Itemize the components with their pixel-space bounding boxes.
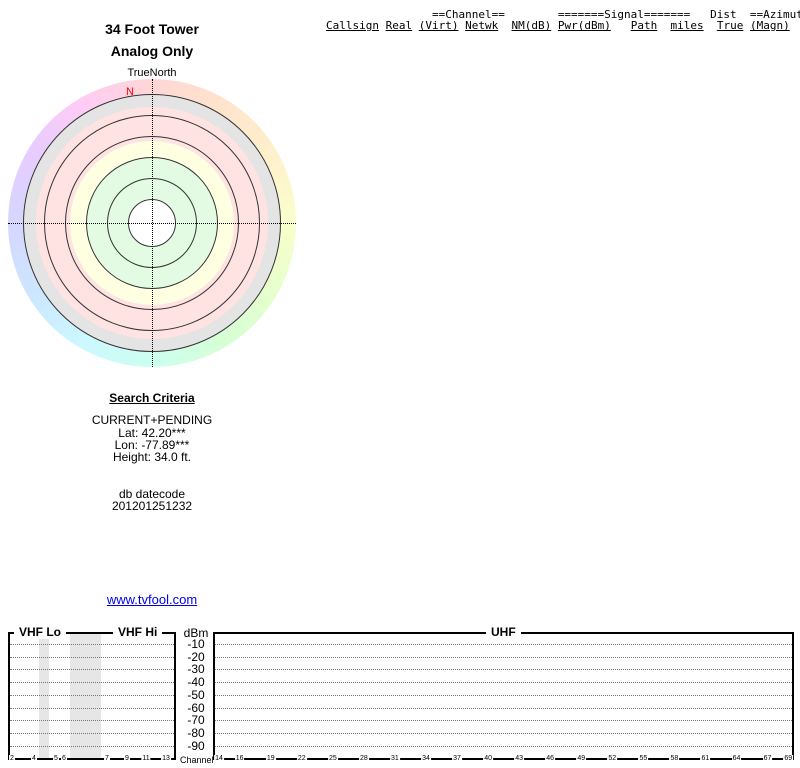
col-virt: (Virt) bbox=[418, 19, 459, 32]
x-tick-label: 13 bbox=[161, 755, 171, 763]
x-tick-label: 4 bbox=[31, 755, 37, 763]
gridline bbox=[215, 682, 792, 684]
x-tick-label: 28 bbox=[358, 755, 369, 763]
page-title-line1: 34 Foot Tower bbox=[105, 21, 199, 37]
gridline bbox=[10, 732, 174, 734]
x-tick-label: 64 bbox=[731, 755, 742, 763]
db-datecode-value: 201201251232 bbox=[111, 499, 193, 513]
y-unit-label: dBm bbox=[183, 626, 209, 640]
search-criteria-heading: Search Criteria bbox=[109, 391, 195, 405]
x-tick-label: 25 bbox=[327, 755, 338, 763]
gridline bbox=[215, 720, 792, 722]
x-tick-label: 61 bbox=[700, 755, 711, 763]
search-height: Height: 34.0 ft. bbox=[112, 450, 192, 464]
search-lon: Lon: -77.89*** bbox=[114, 438, 190, 452]
col-callsign: Callsign bbox=[326, 19, 379, 32]
gridline bbox=[10, 707, 174, 709]
x-tick-label: 52 bbox=[607, 755, 618, 763]
gridline bbox=[10, 644, 174, 645]
col-real: Real bbox=[385, 19, 413, 32]
x-tick-label: 58 bbox=[669, 755, 680, 763]
group-channel: ==Channel== bbox=[431, 8, 505, 21]
x-tick-label: 43 bbox=[514, 755, 525, 763]
x-tick-label: 67 bbox=[762, 755, 773, 763]
y-tick-label: -90 bbox=[187, 738, 205, 753]
x-tick-label: 6 bbox=[61, 755, 67, 763]
y-tick-label: -30 bbox=[187, 662, 205, 677]
vhf-lo-label: VHF Lo bbox=[14, 625, 66, 639]
gridline bbox=[215, 732, 792, 734]
x-tick-label: 11 bbox=[141, 755, 151, 763]
x-tick-label: 19 bbox=[265, 755, 276, 763]
x-tick-label: 46 bbox=[545, 755, 556, 763]
gridline bbox=[10, 669, 174, 671]
gridline bbox=[215, 694, 792, 696]
y-tick-label: -40 bbox=[187, 675, 205, 690]
col-pwr: Pwr(dBm) bbox=[557, 19, 611, 32]
gridline bbox=[215, 656, 792, 658]
x-tick-label: 7 bbox=[104, 755, 110, 763]
search-lat: Lat: 42.20*** bbox=[118, 426, 186, 440]
x-tick-label: 37 bbox=[452, 755, 462, 763]
x-tick-label: 16 bbox=[234, 755, 245, 763]
vhf-baseline bbox=[8, 758, 176, 760]
col-miles: miles bbox=[670, 19, 704, 32]
page-title-line2: Analog Only bbox=[110, 43, 194, 59]
uhf-baseline bbox=[213, 758, 794, 760]
y-tick-label: -70 bbox=[187, 713, 205, 728]
gridline bbox=[215, 669, 792, 671]
x-tick-label: 49 bbox=[576, 755, 587, 763]
y-tick-label: -80 bbox=[187, 725, 205, 740]
group-signal: =======Signal======= bbox=[557, 8, 691, 21]
col-path: Path bbox=[630, 19, 658, 32]
vhf-hi-label: VHF Hi bbox=[113, 625, 163, 639]
tvfool-link[interactable]: www.tvfool.com bbox=[106, 592, 198, 607]
group-azimuth: ==Azimuth== bbox=[749, 8, 800, 21]
x-tick-label: 34 bbox=[421, 755, 431, 763]
x-tick-label: 31 bbox=[390, 755, 400, 763]
db-datecode-label: db datecode bbox=[118, 487, 186, 501]
vhf-panel bbox=[8, 632, 176, 759]
x-tick-label: 9 bbox=[124, 755, 130, 763]
gridline bbox=[215, 644, 792, 645]
north-marker: N bbox=[126, 86, 134, 98]
results-table-header: ==Channel== =======Signal======= Dist ==… bbox=[326, 9, 800, 31]
x-tick-label: 55 bbox=[638, 755, 649, 763]
col-nm: NM(dB) bbox=[511, 19, 552, 32]
uhf-label: UHF bbox=[486, 625, 521, 639]
gridline bbox=[10, 694, 174, 696]
x-tick-label: 5 bbox=[53, 755, 59, 763]
group-dist: Dist bbox=[710, 8, 737, 21]
gridline bbox=[10, 720, 174, 722]
col-true: True bbox=[716, 19, 744, 32]
col-netwk: Netwk bbox=[465, 19, 499, 32]
gridline bbox=[215, 707, 792, 709]
y-tick-label: -10 bbox=[187, 637, 205, 651]
x-axis-label: Channel bbox=[180, 755, 214, 765]
y-tick-label: -20 bbox=[187, 649, 205, 664]
x-tick-label: 40 bbox=[483, 755, 493, 763]
crosshair-vertical bbox=[152, 79, 153, 367]
true-north-label: TrueNorth bbox=[127, 67, 177, 79]
gridline bbox=[10, 745, 174, 747]
search-mode: CURRENT+PENDING bbox=[91, 413, 213, 427]
x-tick-label: 2 bbox=[9, 755, 15, 763]
x-tick-label: 69 bbox=[783, 755, 794, 763]
gridline bbox=[10, 682, 174, 684]
gridline bbox=[10, 656, 174, 658]
y-tick-label: -50 bbox=[187, 687, 205, 702]
gridline bbox=[215, 745, 792, 747]
x-tick-label: 14 bbox=[214, 755, 224, 763]
col-magn: (Magn) bbox=[749, 19, 790, 32]
y-tick-label: -60 bbox=[187, 700, 205, 715]
x-tick-label: 22 bbox=[296, 755, 307, 763]
